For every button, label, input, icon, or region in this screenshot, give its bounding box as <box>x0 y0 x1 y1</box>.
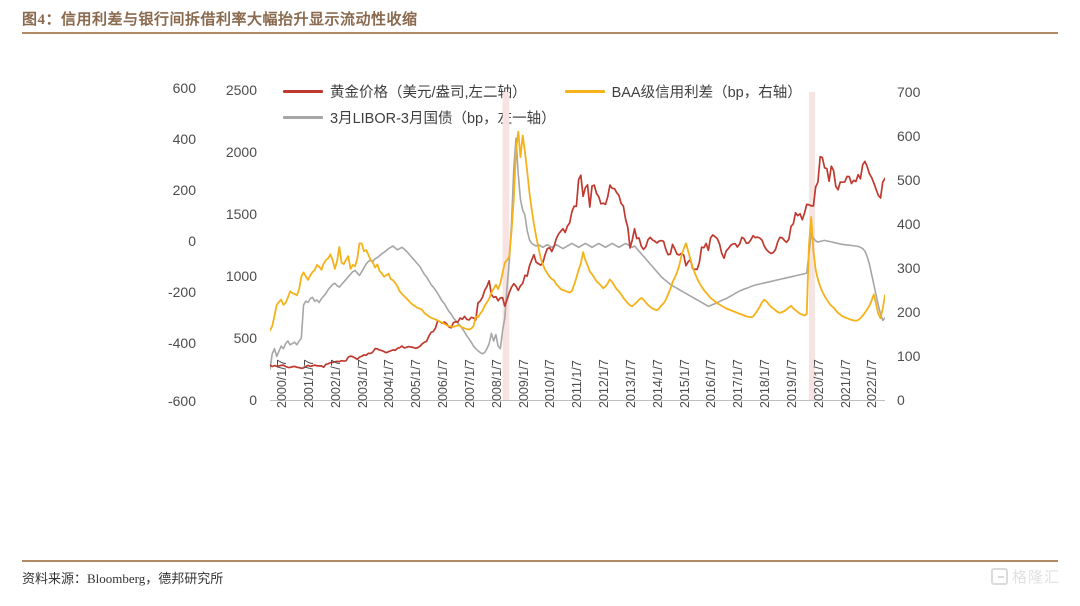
axis-right-tick-0: 0 <box>897 392 905 408</box>
x-axis-label: 2013/1/7 <box>623 359 638 408</box>
axis-right-tick-400: 400 <box>897 216 921 232</box>
x-axis-label: 2011/1/7 <box>570 360 585 408</box>
axis-right-tick-300: 300 <box>897 260 921 276</box>
axis-left-inner-tick-2500: 2500 <box>225 82 257 98</box>
chart-area: 黄金价格（美元/盎司,左二轴） BAA级信用利差（bp，右轴） 3月LIBOR-… <box>0 40 1080 550</box>
x-axis-label: 2012/1/7 <box>597 359 612 408</box>
source-note: 资料来源：Bloomberg，德邦研究所 <box>22 571 224 586</box>
page-title: 图4：信用利差与银行间拆借利率大幅抬升显示流动性收缩 <box>22 12 418 28</box>
legend-label-libor-ois: 3月LIBOR-3月国债（bp，左一轴） <box>330 110 556 127</box>
line-baa-spread <box>270 130 885 332</box>
highlight-band <box>808 92 815 400</box>
x-axis-label: 2014/1/7 <box>650 359 665 408</box>
title-divider <box>22 32 1058 34</box>
axis-left-outer-tick-m400: -400 <box>167 335 196 351</box>
legend-row-1: 黄金价格（美元/盎司,左二轴） BAA级信用利差（bp，右轴） <box>283 78 883 104</box>
footer-divider <box>22 560 1058 562</box>
x-axis-label: 2020/1/7 <box>811 359 826 408</box>
line-libor-ois <box>270 137 885 370</box>
axis-left-inner-tick-0: 0 <box>249 392 257 408</box>
legend-label-baa-spread: BAA级信用利差（bp，右轴） <box>611 84 802 101</box>
axis-left-outer-tick-200: 200 <box>172 182 196 198</box>
x-axis-label: 2017/1/7 <box>731 359 746 408</box>
axis-left-outer-tick-400: 400 <box>172 131 196 147</box>
x-axis-label: 2008/1/7 <box>489 359 504 408</box>
x-axis-label: 2015/1/7 <box>677 359 692 408</box>
x-axis-label: 2005/1/7 <box>409 359 424 408</box>
x-axis-label: 2002/1/7 <box>328 359 343 408</box>
axis-left-inner-tick-1000: 1000 <box>225 268 257 284</box>
x-axis-label: 2016/1/7 <box>704 359 719 408</box>
series-svg <box>270 92 885 400</box>
axis-right-tick-500: 500 <box>897 172 921 188</box>
axis-left-outer-tick-m600: -600 <box>167 393 196 409</box>
x-axis-line <box>270 400 885 401</box>
legend-swatch-gold-price <box>283 89 323 93</box>
watermark-label: 格隆汇 <box>1011 570 1060 586</box>
chart-legend: 黄金价格（美元/盎司,左二轴） BAA级信用利差（bp，右轴） 3月LIBOR-… <box>283 78 883 130</box>
legend-item-gold-price[interactable]: 黄金价格（美元/盎司,左二轴） <box>283 81 527 102</box>
watermark: 格隆汇 <box>990 566 1060 587</box>
x-axis-label: 2004/1/7 <box>382 359 397 408</box>
x-axis-label: 2000/1/7 <box>275 359 289 408</box>
legend-item-baa-spread[interactable]: BAA级信用利差（bp，右轴） <box>564 81 802 102</box>
highlight-band <box>502 92 510 400</box>
axis-left-inner-tick-1500: 1500 <box>225 206 257 222</box>
axis-right-tick-100: 100 <box>897 348 921 364</box>
grid-logo-icon <box>990 568 1008 585</box>
axis-left-inner-tick-2000: 2000 <box>225 144 257 160</box>
axis-left-outer-tick-600: 600 <box>172 80 196 96</box>
x-axis-label: 2007/1/7 <box>462 359 477 408</box>
line-gold-price <box>270 155 885 370</box>
legend-swatch-libor-ois <box>283 115 323 119</box>
axis-left-outer-tick-0: 0 <box>188 233 196 249</box>
highlight-bands <box>502 92 815 400</box>
axis-left-outer-tick-m200: -200 <box>167 284 196 300</box>
legend-swatch-baa-spread <box>564 89 605 93</box>
x-axis-label: 2018/1/7 <box>758 359 773 408</box>
x-axis-label: 2003/1/7 <box>355 359 370 408</box>
legend-item-libor-ois[interactable]: 3月LIBOR-3月国债（bp，左一轴） <box>283 107 556 128</box>
plot-canvas <box>270 92 885 400</box>
axis-right-tick-200: 200 <box>897 304 921 320</box>
axis-right-tick-700: 700 <box>897 84 921 100</box>
legend-row-2: 3月LIBOR-3月国债（bp，左一轴） <box>283 104 883 130</box>
x-axis-label: 2022/1/7 <box>865 359 880 408</box>
x-axis-label: 2006/1/7 <box>436 359 451 408</box>
x-axis-label: 2001/1/7 <box>301 359 316 408</box>
axis-left-inner-tick-500: 500 <box>233 330 257 346</box>
x-axis-label: 2021/1/7 <box>838 359 853 408</box>
legend-label-gold-price: 黄金价格（美元/盎司,左二轴） <box>330 84 527 101</box>
x-axis-label: 2009/1/7 <box>516 359 531 408</box>
x-axis-label: 2010/1/7 <box>543 359 558 408</box>
x-axis-label: 2019/1/7 <box>784 359 799 408</box>
axis-right-tick-600: 600 <box>897 128 921 144</box>
